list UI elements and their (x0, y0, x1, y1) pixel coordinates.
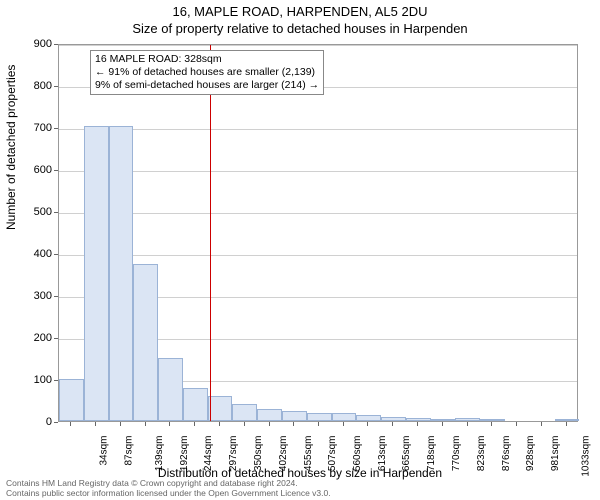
y-tick-label: 200 (22, 332, 52, 344)
x-tick-mark (367, 422, 368, 426)
gridline (59, 255, 577, 256)
y-tick-mark (54, 338, 58, 339)
histogram-bar (332, 413, 357, 421)
x-tick-label: 34sqm (99, 436, 110, 466)
y-tick-label: 400 (22, 248, 52, 260)
address-line: 16, MAPLE ROAD, HARPENDEN, AL5 2DU (0, 4, 600, 19)
histogram-bar (307, 413, 332, 421)
license-footer: Contains HM Land Registry data © Crown c… (6, 479, 331, 499)
y-tick-mark (54, 170, 58, 171)
gridline (59, 213, 577, 214)
x-tick-mark (269, 422, 270, 426)
chart-area: 16 MAPLE ROAD: 328sqm ← 91% of detached … (58, 44, 578, 422)
property-marker-line (210, 45, 211, 421)
gridline (59, 171, 577, 172)
footer-line-2: Contains public sector information licen… (6, 489, 331, 499)
x-tick-mark (244, 422, 245, 426)
chart-subtitle: Size of property relative to detached ho… (0, 21, 600, 36)
annotation-line-1: 16 MAPLE ROAD: 328sqm (95, 53, 319, 66)
y-tick-mark (54, 86, 58, 87)
y-tick-mark (54, 422, 58, 423)
x-tick-mark (95, 422, 96, 426)
y-tick-mark (54, 128, 58, 129)
histogram-bar (406, 418, 431, 421)
histogram-bar (133, 264, 158, 422)
histogram-bar (282, 411, 307, 421)
x-tick-mark (516, 422, 517, 426)
annotation-line-2: ← 91% of detached houses are smaller (2,… (95, 66, 319, 79)
histogram-bar (257, 409, 282, 421)
y-tick-mark (54, 44, 58, 45)
histogram-bar (555, 419, 580, 421)
y-tick-label: 500 (22, 206, 52, 218)
histogram-bar (480, 419, 505, 421)
y-tick-label: 600 (22, 164, 52, 176)
x-tick-mark (70, 422, 71, 426)
x-tick-mark (417, 422, 418, 426)
x-tick-mark (467, 422, 468, 426)
histogram-bar (84, 126, 109, 421)
histogram-bar (431, 419, 456, 421)
y-tick-label: 100 (22, 374, 52, 386)
x-tick-mark (541, 422, 542, 426)
plot-region (58, 44, 578, 422)
gridline (59, 45, 577, 46)
y-tick-label: 800 (22, 80, 52, 92)
x-tick-mark (145, 422, 146, 426)
histogram-bar (381, 417, 406, 421)
x-tick-mark (194, 422, 195, 426)
x-tick-mark (392, 422, 393, 426)
histogram-bar (158, 358, 183, 421)
x-tick-mark (442, 422, 443, 426)
y-tick-mark (54, 380, 58, 381)
x-tick-mark (219, 422, 220, 426)
y-tick-label: 700 (22, 122, 52, 134)
histogram-bar (356, 415, 381, 421)
x-tick-label: 87sqm (124, 436, 135, 466)
histogram-bar (109, 126, 134, 421)
x-tick-mark (491, 422, 492, 426)
histogram-bar (455, 418, 480, 421)
histogram-bar (183, 388, 208, 421)
histogram-bar (208, 396, 233, 421)
y-tick-mark (54, 296, 58, 297)
y-tick-mark (54, 254, 58, 255)
chart-header: 16, MAPLE ROAD, HARPENDEN, AL5 2DU Size … (0, 0, 600, 36)
x-tick-mark (566, 422, 567, 426)
gridline (59, 129, 577, 130)
x-tick-mark (169, 422, 170, 426)
histogram-bar (59, 379, 84, 421)
y-tick-label: 0 (22, 416, 52, 428)
x-tick-mark (293, 422, 294, 426)
annotation-line-3: 9% of semi-detached houses are larger (2… (95, 79, 319, 92)
y-axis-label: Number of detached properties (4, 65, 18, 230)
x-tick-mark (343, 422, 344, 426)
x-tick-mark (120, 422, 121, 426)
x-tick-mark (318, 422, 319, 426)
y-tick-label: 300 (22, 290, 52, 302)
y-tick-label: 900 (22, 38, 52, 50)
histogram-bar (232, 404, 257, 421)
y-tick-mark (54, 212, 58, 213)
marker-annotation: 16 MAPLE ROAD: 328sqm ← 91% of detached … (90, 50, 324, 95)
